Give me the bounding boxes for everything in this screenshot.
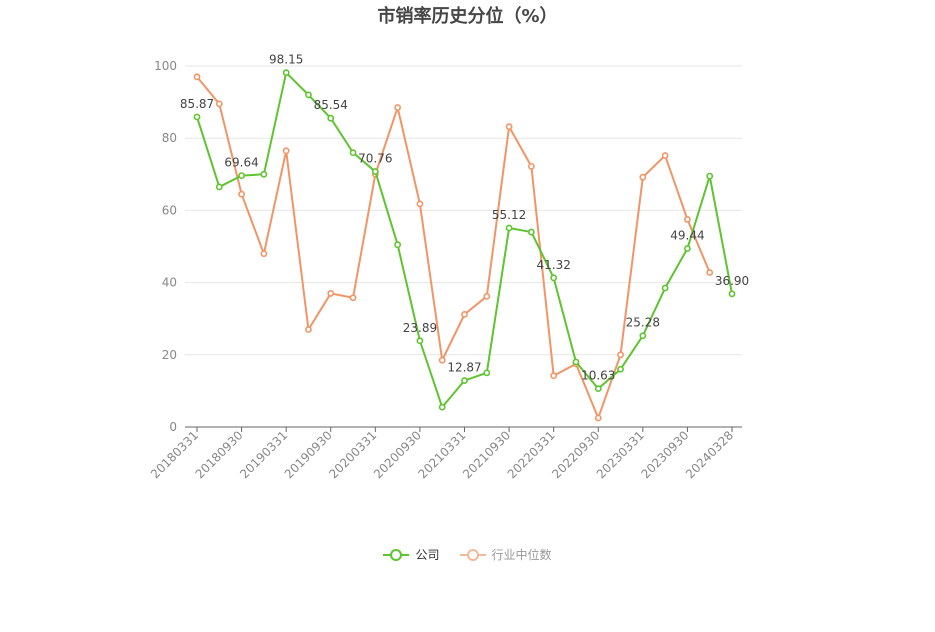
data-point[interactable] — [594, 385, 602, 393]
data-point[interactable] — [706, 269, 714, 276]
data-point[interactable] — [461, 310, 468, 318]
data-point[interactable] — [193, 113, 201, 121]
data-point[interactable] — [260, 170, 268, 178]
x-tick-label: 20230930 — [638, 428, 691, 481]
data-label: 69.64 — [224, 156, 258, 170]
data-point[interactable] — [483, 292, 491, 300]
data-point[interactable] — [639, 173, 647, 181]
data-point[interactable] — [706, 172, 714, 180]
data-label: 41.32 — [536, 258, 570, 272]
data-point[interactable] — [193, 73, 201, 81]
data-label: 25.28 — [626, 316, 660, 330]
data-point[interactable] — [483, 369, 491, 377]
data-point[interactable] — [661, 284, 669, 292]
data-point[interactable] — [282, 69, 290, 77]
data-point[interactable] — [684, 245, 691, 252]
data-point[interactable] — [371, 168, 379, 175]
data-point[interactable] — [215, 183, 223, 191]
data-point[interactable] — [550, 372, 558, 380]
legend-line-icon — [459, 548, 486, 561]
x-tick-label: 20240328 — [683, 428, 736, 481]
data-point[interactable] — [215, 100, 223, 108]
data-point[interactable] — [461, 377, 468, 384]
data-label: 85.54 — [314, 98, 348, 112]
data-label: 70.76 — [358, 152, 392, 166]
y-tick-label: 20 — [162, 348, 177, 362]
data-point[interactable] — [505, 224, 513, 232]
data-point[interactable] — [349, 294, 357, 302]
data-point[interactable] — [416, 200, 424, 208]
series-lines — [193, 69, 736, 422]
data-label: 85.87 — [180, 97, 214, 111]
data-label: 98.15 — [269, 53, 303, 67]
data-point[interactable] — [327, 290, 335, 297]
data-point[interactable] — [282, 147, 290, 155]
data-point[interactable] — [661, 152, 669, 159]
legend-item-industry-median[interactable]: 行业中位数 — [459, 546, 552, 563]
data-point[interactable] — [327, 114, 335, 122]
y-tick-label: 60 — [162, 203, 177, 217]
legend: 公司 行业中位数 — [0, 546, 935, 563]
x-tick-label: 20190331 — [237, 428, 290, 481]
x-tick-label: 20200930 — [371, 428, 424, 481]
data-point[interactable] — [550, 274, 558, 282]
grid-lines — [185, 65, 742, 356]
data-point[interactable] — [394, 104, 402, 111]
series-line-1 — [196, 76, 711, 419]
data-point[interactable] — [572, 358, 580, 366]
data-point[interactable] — [438, 356, 446, 364]
data-point[interactable] — [238, 190, 245, 198]
data-label: 10.63 — [581, 369, 615, 383]
legend-line-icon — [383, 548, 410, 561]
data-point[interactable] — [349, 149, 357, 157]
data-label: 23.89 — [403, 321, 437, 335]
data-point[interactable] — [394, 241, 402, 249]
series-line-0 — [196, 71, 733, 409]
data-label: 55.12 — [492, 208, 526, 222]
data-labels: 85.87 69.64 98.15 85.54 70.76 23.89 12.87 55.12… — [180, 53, 749, 383]
data-point[interactable] — [505, 123, 513, 131]
legend-label-company: 公司 — [415, 548, 440, 562]
data-point[interactable] — [594, 414, 602, 422]
data-point[interactable] — [305, 91, 312, 99]
chart-title: 市销率历史分位（%） — [377, 6, 558, 27]
axes: 0204060801002018033120180930201903312019… — [148, 59, 742, 481]
data-point[interactable] — [728, 290, 736, 298]
x-tick-label: 20220331 — [505, 428, 558, 481]
data-point[interactable] — [527, 162, 535, 170]
data-label: 36.90 — [715, 274, 749, 288]
data-point[interactable] — [416, 337, 424, 345]
data-point[interactable] — [260, 250, 268, 258]
data-point[interactable] — [238, 172, 245, 179]
y-tick-label: 100 — [154, 59, 177, 73]
data-point[interactable] — [305, 326, 312, 333]
data-point[interactable] — [639, 332, 647, 340]
y-tick-label: 80 — [162, 131, 177, 145]
y-tick-label: 40 — [162, 276, 177, 290]
data-label: 12.87 — [447, 361, 481, 375]
data-point[interactable] — [617, 365, 624, 373]
data-point[interactable] — [438, 403, 446, 411]
data-point[interactable] — [527, 228, 535, 236]
data-point[interactable] — [684, 216, 691, 223]
data-label: 49.44 — [670, 229, 704, 243]
legend-label-industry-median: 行业中位数 — [491, 548, 552, 562]
data-point[interactable] — [617, 351, 624, 359]
legend-item-company[interactable]: 公司 — [383, 546, 440, 563]
y-tick-label: 0 — [169, 420, 177, 434]
